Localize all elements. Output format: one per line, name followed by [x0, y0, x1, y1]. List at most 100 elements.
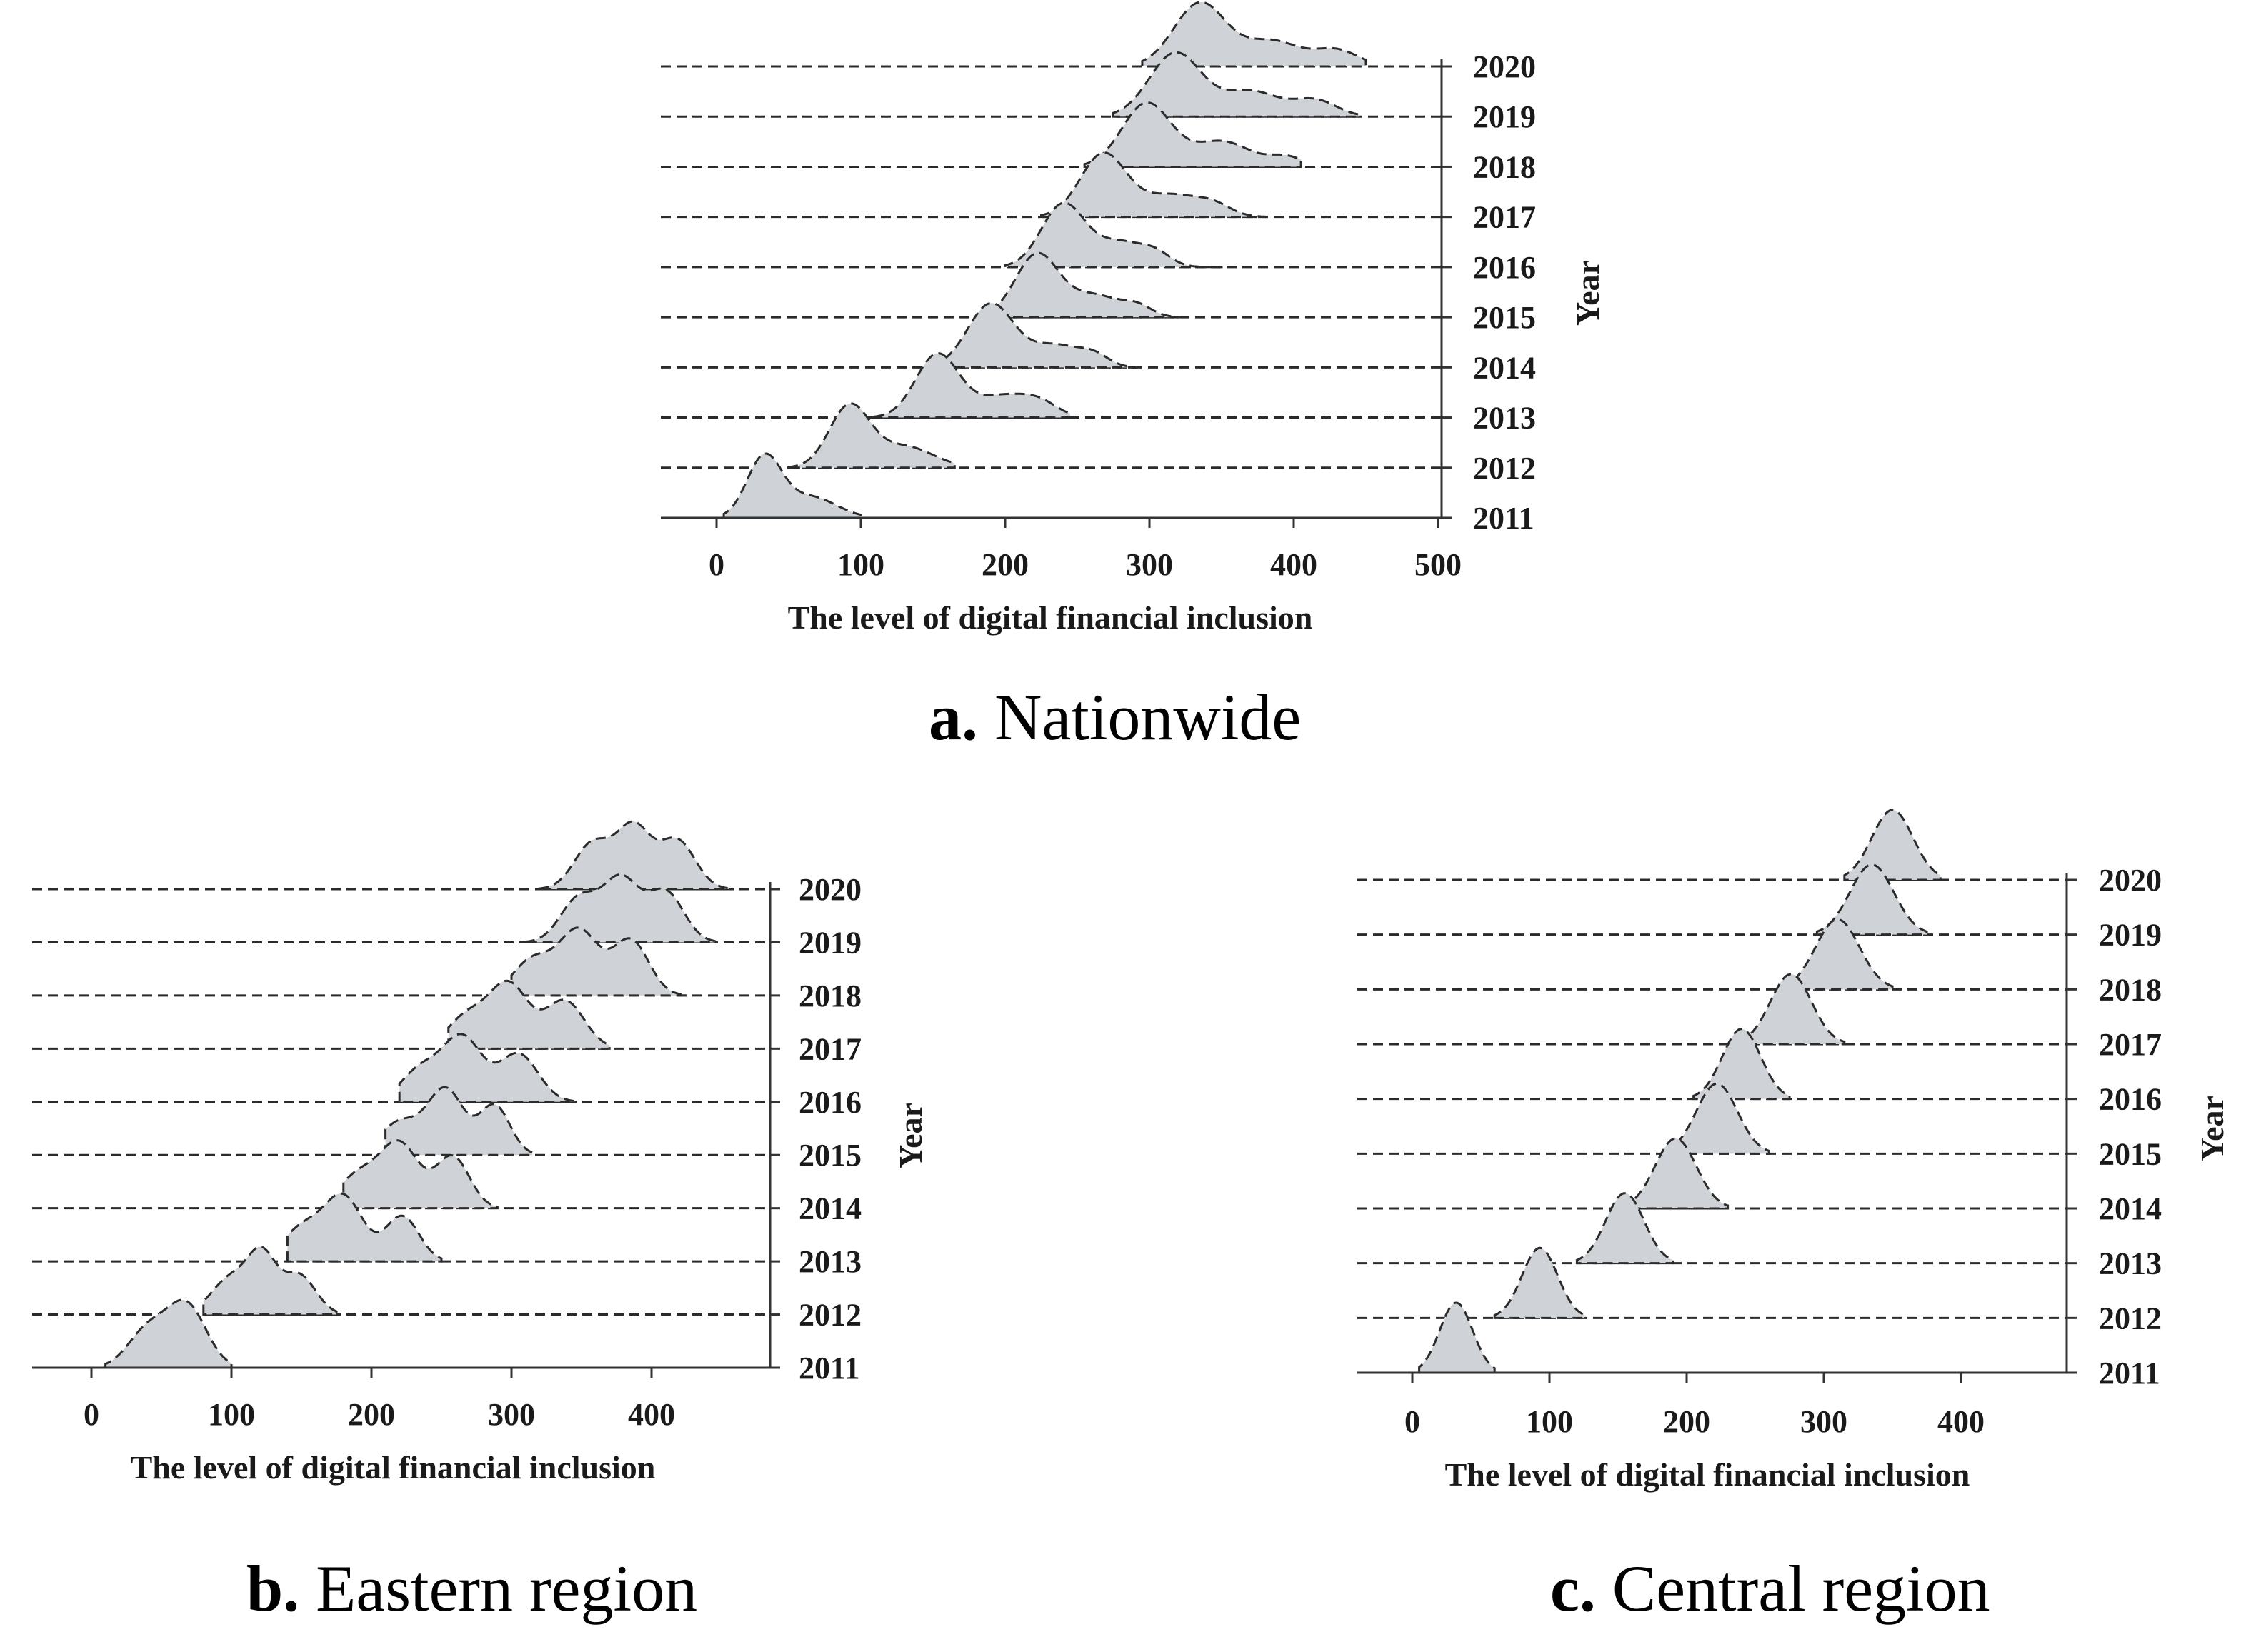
year-label-central-2013: 2013	[2099, 1246, 2162, 1281]
year-label-eastern-2019: 2019	[799, 925, 862, 960]
x-tick-label-eastern-400: 400	[628, 1397, 675, 1432]
ridge-nationwide-2015	[975, 251, 1179, 319]
ridge-nationwide-2020	[1141, 1, 1367, 68]
x-axis-title-nationwide: The level of digital financial inclusion	[788, 599, 1313, 636]
year-label-central-2012: 2012	[2099, 1301, 2162, 1336]
ridges-eastern	[32, 820, 770, 1369]
year-label-eastern-2016: 2016	[799, 1085, 862, 1120]
x-tick-label-central-400: 400	[1937, 1404, 1985, 1439]
panel-eastern: 2011 2012 2013 2014 2015 2016 2017 2018 2019 2020…	[32, 820, 929, 1625]
x-tick-label-eastern-200: 200	[348, 1397, 395, 1432]
x-tick-label-nationwide-200: 200	[982, 547, 1029, 582]
ridge-eastern-2016	[398, 1033, 576, 1103]
y-axis-title-nationwide: Year	[1569, 260, 1606, 326]
ridges-central	[1357, 809, 2067, 1374]
caption-letter-c: c.	[1550, 1552, 1596, 1625]
year-label-nationwide-2020: 2020	[1473, 49, 1536, 84]
year-label-nationwide-2014: 2014	[1473, 350, 1536, 385]
caption-eastern: b. Eastern region	[246, 1552, 697, 1625]
ridge-central-2020	[1843, 809, 1942, 881]
x-tick-label-eastern-300: 300	[488, 1397, 535, 1432]
x-tick-label-nationwide-500: 500	[1414, 547, 1462, 582]
caption-text-eastern: Eastern region	[316, 1552, 697, 1625]
ridge-eastern-2015	[384, 1086, 534, 1156]
year-label-central-2017: 2017	[2099, 1027, 2162, 1062]
year-label-central-2020: 2020	[2099, 863, 2162, 898]
ridge-eastern-2012	[202, 1246, 338, 1316]
year-label-nationwide-2012: 2012	[1473, 451, 1536, 486]
panel-central: 2011 2012 2013 2014 2015 2016 2017 2018 2019 2020…	[1357, 809, 2230, 1625]
caption-text-central: Central region	[1612, 1552, 1990, 1625]
ridge-nationwide-2012	[787, 402, 956, 469]
year-label-eastern-2012: 2012	[799, 1298, 862, 1333]
caption-nationwide: a. Nationwide	[929, 681, 1301, 754]
year-label-central-2019: 2019	[2099, 918, 2162, 953]
x-tick-label-nationwide-400: 400	[1270, 547, 1317, 582]
ridge-nationwide-2018	[1083, 101, 1302, 168]
caption-letter-a: a.	[929, 681, 978, 754]
year-label-eastern-2018: 2018	[799, 978, 862, 1013]
year-label-central-2015: 2015	[2099, 1136, 2162, 1171]
ridge-nationwide-2017	[1040, 151, 1267, 219]
x-tick-label-central-200: 200	[1663, 1404, 1710, 1439]
x-tick-label-central-100: 100	[1526, 1404, 1573, 1439]
axes-nationwide: 2011 2012 2013 2014 2015 2016 2017 2018 2019 2020…	[661, 49, 1606, 582]
ridge-central-2017	[1740, 973, 1846, 1046]
ridge-central-2014	[1624, 1137, 1730, 1210]
x-tick-label-central-0: 0	[1404, 1404, 1420, 1439]
axes-central: 2011 2012 2013 2014 2015 2016 2017 2018 2019 2020…	[1357, 863, 2230, 1439]
ridge-nationwide-2011	[722, 452, 862, 519]
x-axis-title-central: The level of digital financial inclusion	[1445, 1456, 1970, 1493]
year-label-nationwide-2013: 2013	[1473, 401, 1536, 436]
ridge-central-2013	[1575, 1192, 1674, 1265]
year-label-eastern-2015: 2015	[799, 1138, 862, 1173]
ridge-central-2018	[1781, 918, 1894, 991]
ridge-eastern-2014	[342, 1139, 499, 1210]
year-label-nationwide-2015: 2015	[1473, 300, 1536, 335]
panel-nationwide: 2011 2012 2013 2014 2015 2016 2017 2018 2019 2020…	[661, 1, 1606, 754]
caption-central: c. Central region	[1550, 1552, 1990, 1625]
x-tick-label-nationwide-300: 300	[1126, 547, 1173, 582]
year-label-eastern-2017: 2017	[799, 1031, 862, 1066]
caption-text-nationwide: Nationwide	[994, 681, 1301, 754]
x-tick-label-eastern-100: 100	[208, 1397, 255, 1432]
ridge-nationwide-2014	[932, 301, 1137, 369]
year-label-eastern-2014: 2014	[799, 1191, 862, 1226]
year-label-central-2014: 2014	[2099, 1191, 2162, 1226]
ridge-central-2011	[1418, 1301, 1496, 1374]
ridge-central-2016	[1692, 1028, 1791, 1101]
ridge-eastern-2011	[104, 1298, 233, 1369]
x-tick-label-central-300: 300	[1800, 1404, 1847, 1439]
ridge-central-2015	[1664, 1082, 1770, 1155]
caption-letter-b: b.	[246, 1552, 299, 1625]
ridge-eastern-2018	[510, 926, 688, 997]
x-tick-label-eastern-0: 0	[84, 1397, 99, 1432]
ridge-nationwide-2013	[874, 352, 1072, 419]
axes-eastern: 2011 2012 2013 2014 2015 2016 2017 2018 2019 2020…	[32, 872, 929, 1432]
year-label-central-2011: 2011	[2099, 1356, 2160, 1391]
ridge-nationwide-2016	[1004, 201, 1223, 269]
ridges-nationwide	[661, 1, 1442, 519]
x-tick-label-nationwide-100: 100	[837, 547, 884, 582]
year-label-nationwide-2019: 2019	[1473, 99, 1536, 134]
year-label-nationwide-2011: 2011	[1473, 501, 1534, 536]
ridge-eastern-2013	[286, 1192, 443, 1263]
year-label-central-2018: 2018	[2099, 972, 2162, 1007]
x-axis-title-eastern: The level of digital financial inclusion	[131, 1449, 656, 1486]
x-tick-label-nationwide-0: 0	[709, 547, 724, 582]
ridge-eastern-2020	[538, 820, 730, 891]
y-axis-title-central: Year	[2194, 1096, 2230, 1161]
year-label-nationwide-2017: 2017	[1473, 200, 1536, 235]
ridge-eastern-2019	[524, 873, 716, 943]
year-label-nationwide-2016: 2016	[1473, 250, 1536, 285]
ridge-nationwide-2019	[1112, 51, 1360, 118]
year-label-eastern-2011: 2011	[799, 1351, 860, 1386]
ridge-eastern-2017	[447, 979, 611, 1050]
ridge-central-2019	[1815, 863, 1928, 936]
y-axis-title-eastern: Year	[892, 1103, 929, 1168]
year-label-eastern-2020: 2020	[799, 872, 862, 907]
ridge-central-2012	[1493, 1246, 1585, 1319]
year-label-eastern-2013: 2013	[799, 1244, 862, 1279]
year-label-central-2016: 2016	[2099, 1082, 2162, 1117]
